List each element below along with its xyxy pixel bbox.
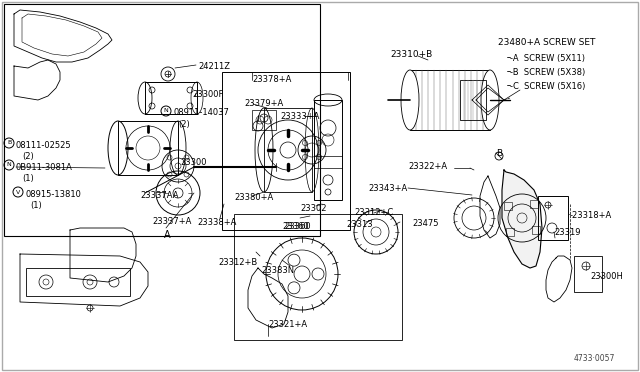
Text: 23378+A: 23378+A bbox=[252, 75, 291, 84]
Text: 23312+C: 23312+C bbox=[354, 208, 393, 217]
Text: 23379+A: 23379+A bbox=[244, 99, 284, 108]
Text: 23300F: 23300F bbox=[192, 90, 223, 99]
Text: N: N bbox=[164, 109, 168, 113]
Text: (1): (1) bbox=[22, 174, 34, 183]
Bar bbox=[222, 72, 350, 230]
Text: 23300H: 23300H bbox=[590, 272, 623, 281]
Bar bbox=[26, 268, 130, 296]
Bar bbox=[538, 196, 568, 240]
Bar bbox=[314, 100, 342, 200]
Text: 0B911-3081A: 0B911-3081A bbox=[16, 163, 73, 172]
Text: (2): (2) bbox=[178, 120, 189, 129]
Text: 23302: 23302 bbox=[300, 204, 326, 213]
Text: 23310+B: 23310+B bbox=[390, 50, 432, 59]
Text: 23300: 23300 bbox=[180, 158, 207, 167]
Text: 23343+A: 23343+A bbox=[368, 184, 407, 193]
Bar bbox=[506, 228, 515, 236]
Text: 23319: 23319 bbox=[554, 228, 580, 237]
Text: -B  SCREW (5X38): -B SCREW (5X38) bbox=[510, 68, 585, 77]
Text: 23312+B: 23312+B bbox=[218, 258, 257, 267]
Text: 23380+A: 23380+A bbox=[234, 193, 273, 202]
Text: -A  SCREW (5X11): -A SCREW (5X11) bbox=[510, 54, 585, 63]
Ellipse shape bbox=[481, 70, 499, 130]
Bar bbox=[410, 70, 490, 130]
Text: 08915-13810: 08915-13810 bbox=[25, 190, 81, 199]
Text: B: B bbox=[7, 141, 11, 145]
Bar bbox=[264, 108, 312, 192]
Text: N: N bbox=[6, 163, 12, 167]
Polygon shape bbox=[502, 170, 542, 268]
Bar bbox=[118, 121, 178, 175]
Ellipse shape bbox=[401, 70, 419, 130]
Text: 23383N: 23383N bbox=[261, 266, 294, 275]
Text: 23333+A: 23333+A bbox=[280, 112, 319, 121]
Text: -23318+A: -23318+A bbox=[570, 211, 612, 220]
Bar bbox=[574, 256, 602, 292]
Text: A: A bbox=[164, 230, 171, 240]
Text: 23322+A: 23322+A bbox=[408, 162, 447, 171]
Text: 23313: 23313 bbox=[346, 220, 372, 229]
Text: 24211Z: 24211Z bbox=[198, 62, 230, 71]
Text: 23360: 23360 bbox=[282, 222, 308, 231]
Text: 4733·0057: 4733·0057 bbox=[574, 354, 616, 363]
Text: 23338+A: 23338+A bbox=[197, 218, 236, 227]
Bar bbox=[504, 202, 512, 211]
Bar bbox=[145, 82, 197, 114]
Bar bbox=[529, 200, 538, 208]
Text: 23475: 23475 bbox=[412, 219, 438, 228]
Bar bbox=[252, 110, 276, 130]
Text: 23321+A: 23321+A bbox=[268, 320, 307, 329]
Text: 23480+A SCREW SET: 23480+A SCREW SET bbox=[498, 38, 595, 47]
Text: 23337AA: 23337AA bbox=[140, 191, 179, 200]
Text: (2): (2) bbox=[22, 152, 34, 161]
Text: (1): (1) bbox=[30, 201, 42, 210]
Text: B: B bbox=[496, 149, 502, 158]
Bar bbox=[532, 225, 540, 234]
Bar bbox=[234, 214, 402, 340]
Bar bbox=[460, 80, 486, 120]
Text: 08911-14037: 08911-14037 bbox=[173, 108, 229, 117]
Text: 23337+A: 23337+A bbox=[152, 217, 191, 226]
Text: 08111-02525: 08111-02525 bbox=[16, 141, 72, 150]
Text: V: V bbox=[16, 189, 20, 195]
Text: 23360: 23360 bbox=[284, 222, 310, 231]
Text: -C  SCREW (5X16): -C SCREW (5X16) bbox=[510, 82, 586, 91]
Bar bbox=[4, 4, 320, 236]
